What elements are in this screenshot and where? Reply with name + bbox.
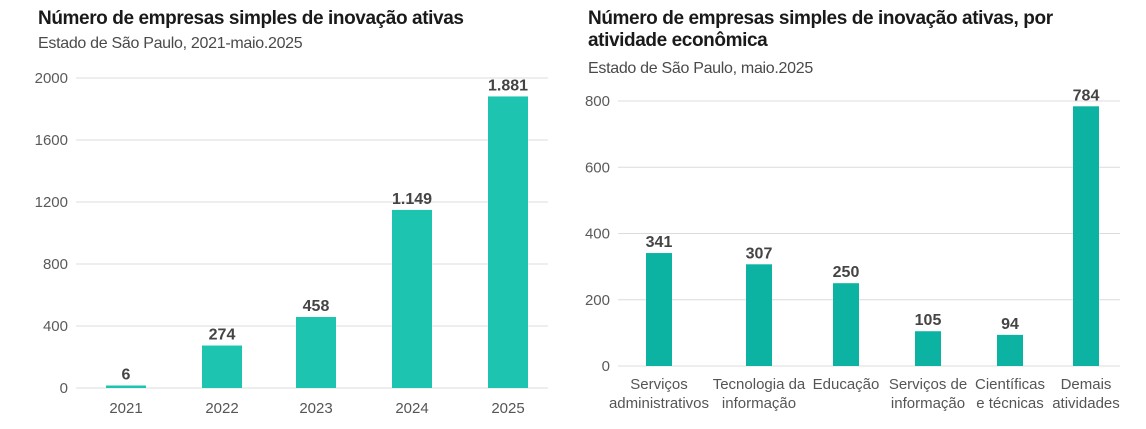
- bar-1-1: [746, 264, 772, 366]
- value-label-1-1: 307: [746, 245, 773, 262]
- category-label-1-5-1: atividades: [1052, 395, 1120, 412]
- y-tick-label-0-2: 800: [43, 256, 68, 273]
- value-label-0-1: 274: [209, 327, 236, 344]
- category-label-1-2: Educação: [813, 376, 880, 393]
- bar-0-0: [106, 385, 146, 388]
- y-tick-label-1-2: 400: [585, 226, 610, 243]
- value-label-1-0: 341: [646, 234, 673, 251]
- category-label-1-3-0: Serviços de: [889, 376, 967, 393]
- value-label-0-4: 1.881: [488, 77, 528, 94]
- bar-1-2: [833, 283, 859, 366]
- category-label-1-1-1: informação: [722, 395, 796, 412]
- category-label-0-3: 2024: [395, 400, 428, 417]
- y-tick-label-1-1: 200: [585, 292, 610, 309]
- chart-right-title-line-1: Número de empresas simples de inovação a…: [588, 8, 1053, 29]
- bar-0-2: [296, 317, 336, 388]
- chart-left-subtitle: Estado de São Paulo, 2021-maio.2025: [38, 35, 303, 52]
- value-label-1-2: 250: [833, 264, 860, 281]
- y-tick-label-1-3: 600: [585, 159, 610, 176]
- category-label-1-1-0: Tecnologia da: [713, 376, 806, 393]
- bar-1-5: [1073, 106, 1099, 367]
- y-tick-label-1-4: 800: [585, 93, 610, 110]
- bar-0-3: [392, 209, 432, 388]
- category-label-1-0-0: Serviços: [630, 376, 688, 393]
- category-label-0-1: 2022: [205, 400, 238, 417]
- value-label-1-3: 105: [915, 312, 942, 329]
- chart-right-title: Número de empresas simples de inovação a…: [588, 8, 1128, 52]
- y-tick-label-0-1: 400: [43, 318, 68, 335]
- category-label-1-4-1: e técnicas: [976, 395, 1044, 412]
- value-label-0-2: 458: [303, 298, 330, 315]
- value-label-0-0: 6: [122, 367, 131, 384]
- chart-right-subtitle: Estado de São Paulo, maio.2025: [588, 60, 813, 77]
- bar-0-4: [488, 96, 528, 388]
- category-label-1-0-1: administrativos: [609, 395, 709, 412]
- category-label-0-0: 2021: [109, 400, 142, 417]
- category-label-1-4-0: Científicas: [975, 376, 1045, 393]
- value-label-0-3: 1.149: [392, 191, 432, 208]
- chart-left-title: Número de empresas simples de inovação a…: [38, 8, 464, 29]
- value-label-1-5: 784: [1073, 87, 1100, 104]
- value-label-1-4: 94: [1001, 316, 1019, 333]
- category-label-1-3-1: informação: [891, 395, 965, 412]
- bar-0-1: [202, 345, 242, 388]
- bar-1-4: [997, 334, 1023, 366]
- bar-1-3: [915, 331, 941, 366]
- y-tick-label-0-3: 1200: [35, 194, 68, 211]
- chart-right-title-line-2: atividade econômica: [588, 30, 768, 51]
- y-tick-label-0-4: 1600: [35, 132, 68, 149]
- category-label-0-4: 2025: [491, 400, 524, 417]
- bar-1-0: [646, 253, 672, 366]
- y-tick-label-0-0: 0: [60, 380, 68, 397]
- y-tick-label-0-5: 2000: [35, 70, 68, 87]
- y-tick-label-1-0: 0: [602, 358, 610, 375]
- category-label-1-5-0: Demais: [1061, 376, 1112, 393]
- category-label-0-2: 2023: [299, 400, 332, 417]
